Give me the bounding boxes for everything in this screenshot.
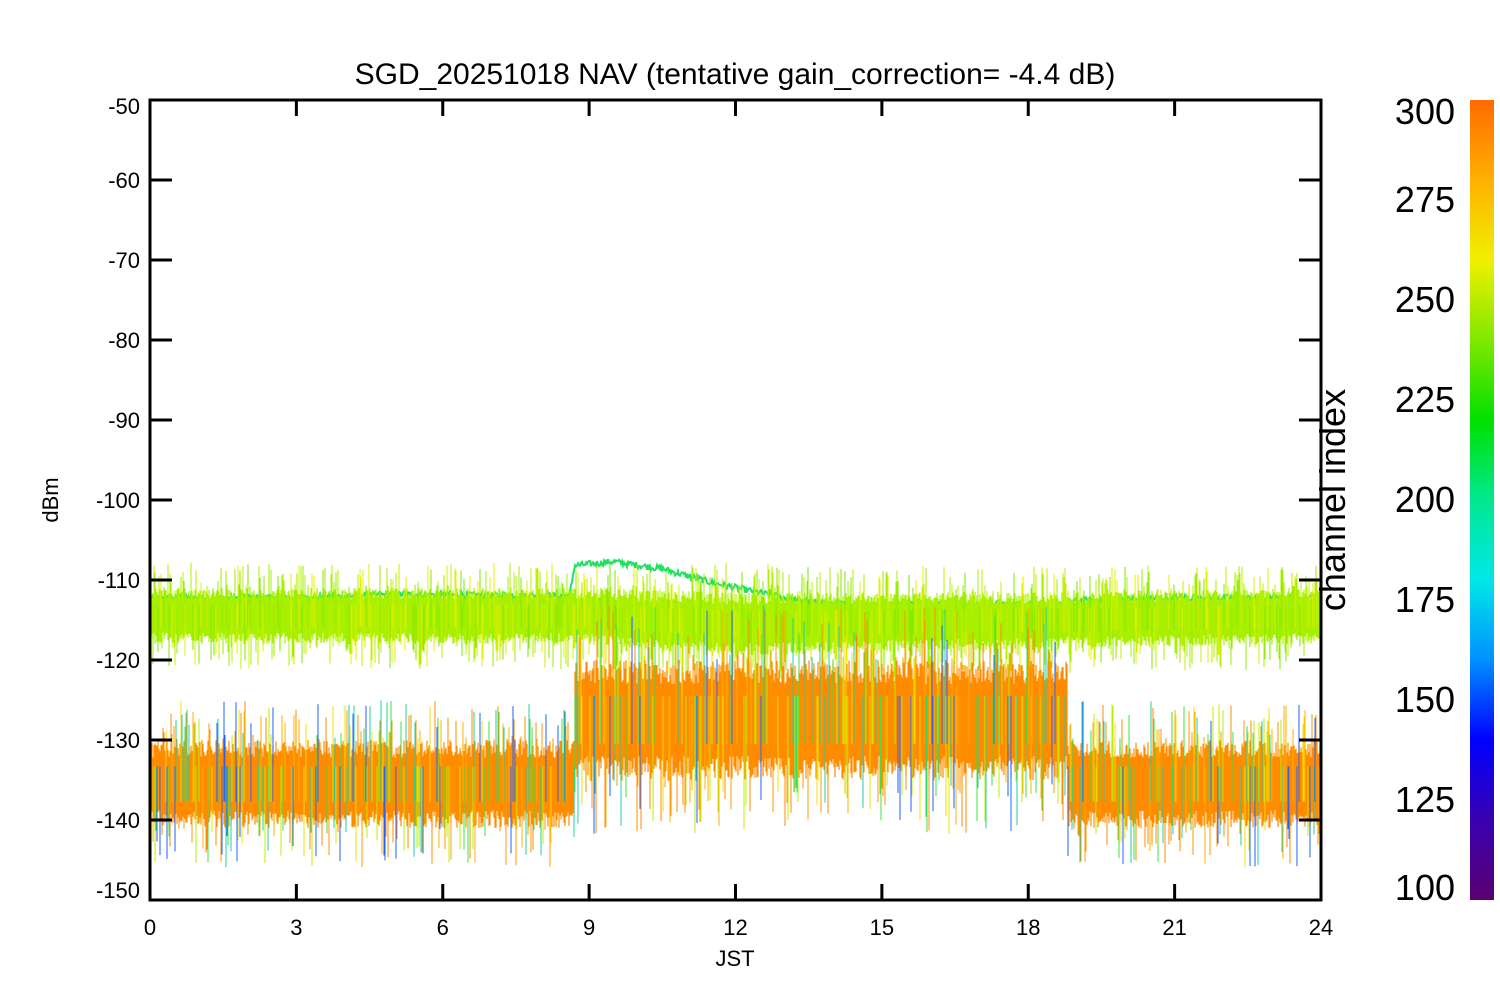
colorbar-label: channel index — [1312, 389, 1353, 611]
x-axis: 0 3 6 9 12 15 18 21 24 — [144, 100, 1333, 940]
colorbar-tick-label: 125 — [1395, 779, 1455, 820]
chart-title: SGD_20251018 NAV (tentative gain_correct… — [355, 58, 1116, 91]
y-axis-label: dBm — [38, 477, 63, 522]
x-tick-label: 24 — [1309, 915, 1333, 940]
x-axis-label: JST — [715, 946, 754, 971]
x-tick-label: 15 — [870, 915, 894, 940]
x-tick-label: 3 — [290, 915, 302, 940]
colorbar-ticks: 300 275 250 225 200 175 150 125 100 — [1395, 91, 1455, 908]
y-tick-label: -110 — [98, 568, 140, 593]
y-tick-label: -90 — [108, 408, 140, 433]
series-255 — [150, 562, 1321, 684]
y-tick-label: -60 — [108, 168, 140, 193]
x-tick-label: 9 — [583, 915, 595, 940]
colorbar-tick-label: 200 — [1395, 479, 1455, 520]
colorbar-tick-label: 150 — [1395, 679, 1455, 720]
y-tick-label: -70 — [108, 248, 140, 273]
colorbar — [1470, 100, 1494, 900]
y-tick-label: -130 — [96, 728, 140, 753]
y-tick-label: -80 — [108, 328, 140, 353]
y-axis: -50 -60 -70 -80 -90 -100 -110 -120 -130 -140 -150 — [96, 94, 1321, 903]
x-tick-label: 21 — [1162, 915, 1186, 940]
y-tick-label: -140 — [96, 808, 140, 833]
y-tick-label: -150 — [96, 878, 140, 903]
data-layer — [150, 557, 1321, 868]
y-tick-label: -100 — [96, 488, 140, 513]
colorbar-tick-label: 225 — [1395, 379, 1455, 420]
x-tick-label: 6 — [437, 915, 449, 940]
x-tick-label: 0 — [144, 915, 156, 940]
x-tick-label: 18 — [1016, 915, 1040, 940]
colorbar-tick-label: 100 — [1395, 867, 1455, 908]
y-tick-label: -50 — [108, 94, 140, 119]
x-tick-label: 12 — [723, 915, 747, 940]
colorbar-tick-label: 175 — [1395, 579, 1455, 620]
series-290 — [150, 606, 1321, 868]
colorbar-tick-label: 300 — [1395, 91, 1455, 132]
y-tick-label: -120 — [96, 648, 140, 673]
colorbar-tick-label: 250 — [1395, 279, 1455, 320]
colorbar-tick-label: 275 — [1395, 179, 1455, 220]
